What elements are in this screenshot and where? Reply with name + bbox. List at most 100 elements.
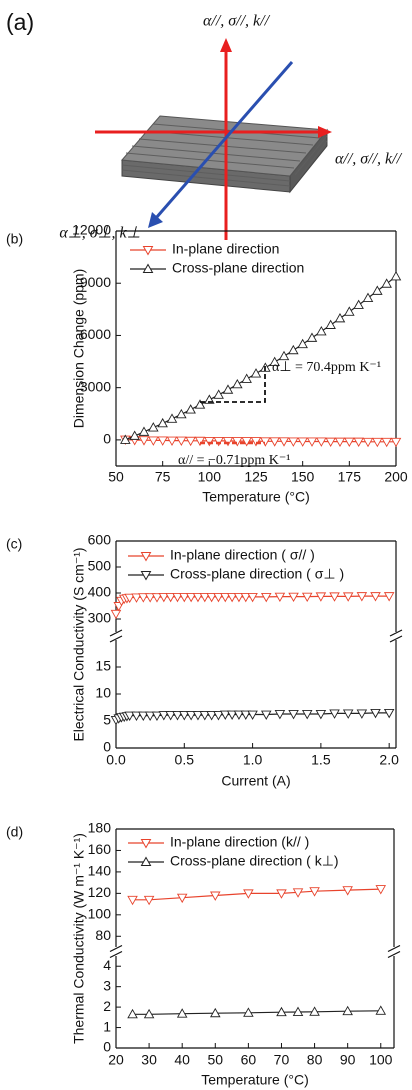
series-line xyxy=(115,595,390,614)
x-tick-label: 80 xyxy=(307,1052,323,1068)
marker xyxy=(151,593,163,603)
x-tick-label: 60 xyxy=(241,1052,257,1068)
marker xyxy=(260,592,272,603)
x-tick-label: 0.0 xyxy=(106,752,126,768)
marker xyxy=(329,592,340,602)
marker xyxy=(194,436,206,447)
panel-label: (a) xyxy=(6,9,34,35)
marker xyxy=(176,893,188,904)
marker xyxy=(165,592,176,603)
x-tick-label: 70 xyxy=(274,1052,290,1068)
marker xyxy=(144,593,156,603)
x-tick-label: 75 xyxy=(155,469,171,485)
marker xyxy=(306,332,318,342)
marker xyxy=(243,1007,254,1017)
marker xyxy=(383,708,395,719)
marker xyxy=(325,437,336,448)
marker xyxy=(370,708,381,719)
marker xyxy=(219,592,231,603)
legend-label: In-plane direction xyxy=(172,241,279,257)
y-tick-label: 3000 xyxy=(80,378,111,394)
chart: 0 3000 6000 9000 12000 50 75 100 125 150 175 200 Tem… xyxy=(6,222,408,505)
panel-label: (b) xyxy=(6,231,23,247)
x-axis-title: Current (A) xyxy=(221,773,290,789)
marker xyxy=(232,378,243,389)
marker xyxy=(381,437,392,448)
y-tick-label: 0 xyxy=(103,431,111,447)
marker xyxy=(301,592,313,603)
marker xyxy=(199,592,211,603)
axis-break xyxy=(109,629,123,637)
diagonal-axis xyxy=(154,61,294,219)
marker xyxy=(206,592,217,603)
marker xyxy=(210,891,221,901)
y-tick-label: 160 xyxy=(88,841,112,857)
marker xyxy=(166,413,178,423)
marker xyxy=(274,592,286,603)
annotation: α⊥ = 70.4ppm K⁻¹ xyxy=(272,360,381,375)
marker xyxy=(342,592,354,602)
marker xyxy=(243,889,254,899)
legend-label: Cross-plane direction ( σ⊥ ) xyxy=(170,566,344,582)
axis-break xyxy=(387,944,401,953)
legend-label: In-plane direction ( σ// ) xyxy=(170,547,315,563)
marker xyxy=(353,437,364,448)
marker xyxy=(329,709,340,719)
arrow-head xyxy=(148,212,163,228)
slope-guide xyxy=(200,363,266,403)
marker xyxy=(222,384,234,394)
marker xyxy=(240,710,252,720)
y-tick-label: 100 xyxy=(88,906,112,922)
marker xyxy=(176,436,187,447)
x-tick-label: 100 xyxy=(198,469,222,485)
axis-label: α//, σ//, k// xyxy=(335,151,403,168)
marker xyxy=(269,437,280,447)
x-tick-label: 30 xyxy=(141,1052,157,1068)
marker xyxy=(316,437,327,447)
marker xyxy=(342,886,353,896)
marker xyxy=(390,271,402,281)
series-line xyxy=(132,1010,381,1015)
axis-break xyxy=(109,950,123,959)
legend-marker xyxy=(142,263,154,273)
marker xyxy=(148,422,159,432)
marker xyxy=(233,592,245,603)
y-tick-label: 80 xyxy=(95,927,111,943)
x-tick-label: 50 xyxy=(108,469,124,485)
slab-stripes xyxy=(121,123,328,187)
marker xyxy=(390,437,402,448)
marker xyxy=(356,709,368,719)
x-tick-label: 0.5 xyxy=(175,752,195,768)
marker xyxy=(124,711,135,722)
marker xyxy=(241,373,252,383)
y-tick-label: 600 xyxy=(88,532,112,548)
y-tick-label: 15 xyxy=(95,658,111,674)
marker xyxy=(110,609,122,620)
y-tick-label: 140 xyxy=(88,863,112,879)
marker xyxy=(247,592,258,603)
marker xyxy=(206,711,217,721)
x-tick-label: 20 xyxy=(108,1052,124,1068)
y-tick-label: 3 xyxy=(103,977,111,993)
marker xyxy=(269,356,280,367)
marker xyxy=(127,1008,138,1019)
x-tick-label: 40 xyxy=(174,1052,190,1068)
marker xyxy=(325,319,336,329)
x-tick-label: 90 xyxy=(340,1052,356,1068)
y-tick-label: 5 xyxy=(103,712,111,728)
marker xyxy=(127,895,138,906)
arrow-head xyxy=(318,126,332,138)
marker xyxy=(315,592,327,602)
marker xyxy=(204,436,215,447)
marker xyxy=(372,437,383,448)
legend-marker xyxy=(140,571,152,581)
x-tick-label: 1.0 xyxy=(243,752,263,768)
marker xyxy=(288,592,299,603)
marker xyxy=(138,436,150,446)
marker xyxy=(124,593,135,604)
x-tick-label: 50 xyxy=(207,1052,223,1068)
marker xyxy=(362,437,374,448)
marker xyxy=(213,436,224,447)
marker xyxy=(342,1005,353,1016)
legend-label: Cross-plane direction xyxy=(172,260,304,276)
